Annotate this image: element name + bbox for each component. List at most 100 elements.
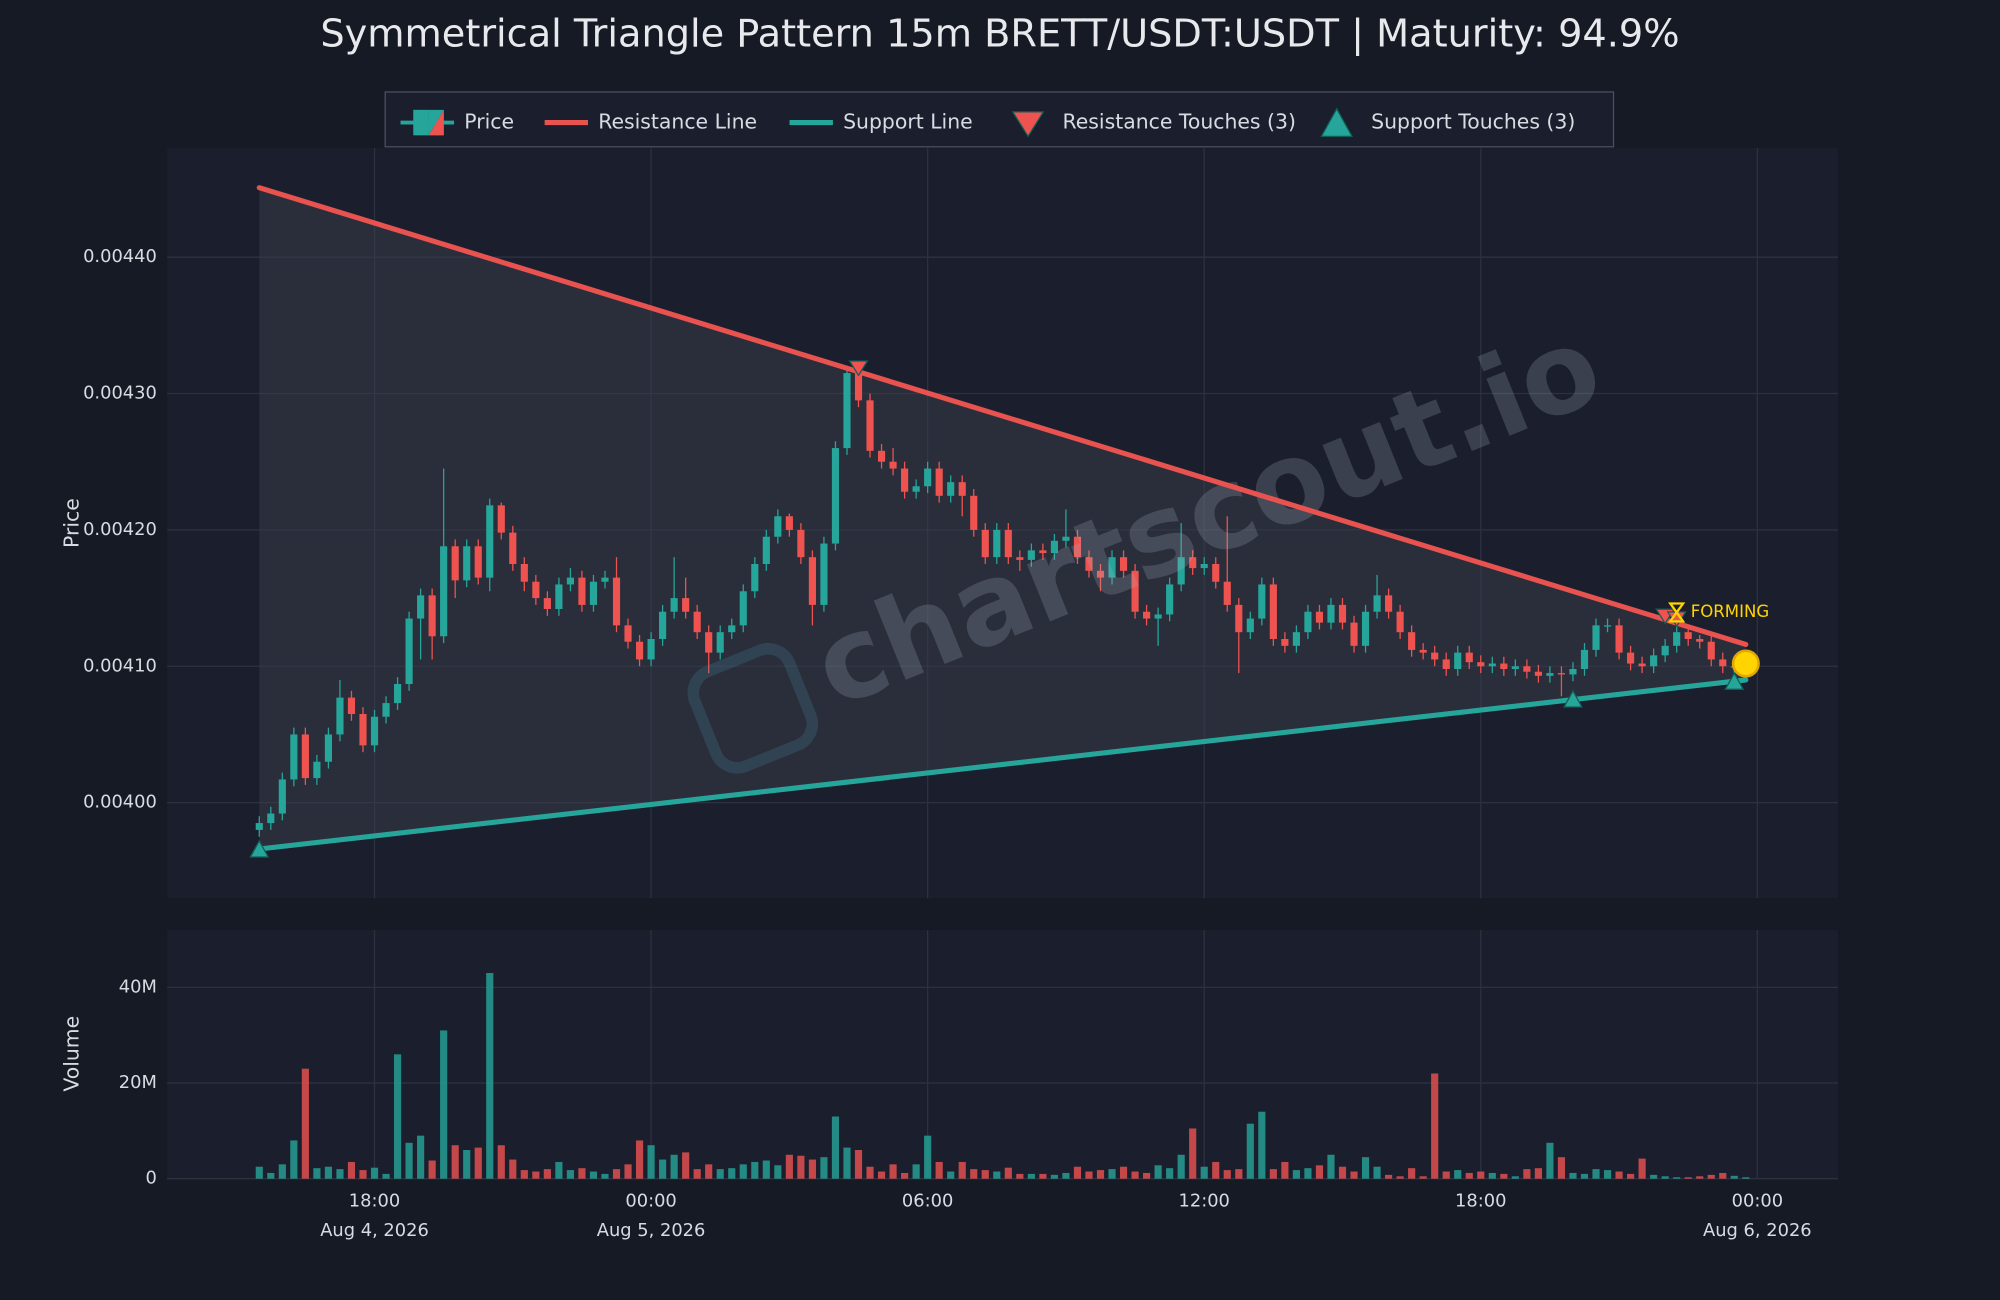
volume-bar <box>1557 1157 1566 1179</box>
candle-body <box>313 761 321 779</box>
volume-bar <box>612 1169 621 1179</box>
legend-icon <box>413 109 429 136</box>
volume-bar <box>1627 1173 1635 1179</box>
touch-marker <box>1724 671 1745 690</box>
volume-bar <box>1073 1166 1082 1179</box>
triangle-area <box>259 187 1746 849</box>
volume-bar <box>1212 1161 1220 1179</box>
candle-body <box>659 611 667 639</box>
candle-body <box>1131 570 1139 612</box>
volume-bar <box>1166 1168 1174 1179</box>
volume-bar <box>1719 1172 1727 1179</box>
candle-body <box>1419 649 1427 653</box>
x-tick-label: 18:00 <box>1455 1191 1506 1212</box>
volume-bar <box>854 1150 863 1179</box>
y-tick-label: 0.00400 <box>83 792 157 813</box>
volume-bar <box>1177 1154 1185 1179</box>
volume-bar <box>255 1166 263 1179</box>
candle-body <box>762 536 770 564</box>
volume-tick-label: 0 <box>146 1168 157 1189</box>
volume-bar <box>647 1145 655 1179</box>
candle-body <box>1223 581 1231 605</box>
volume-bar <box>820 1157 828 1179</box>
candle-body <box>555 584 563 609</box>
candle-body <box>1719 659 1727 667</box>
volume-bar <box>808 1159 816 1179</box>
volume-bar <box>682 1152 690 1179</box>
candle-body <box>993 529 1001 558</box>
legend-label: Resistance Line <box>598 110 757 134</box>
candle-body <box>1062 536 1070 541</box>
volume-bar <box>1673 1177 1681 1179</box>
candles <box>255 366 1750 837</box>
candle-body <box>543 598 551 609</box>
volume-bar <box>1477 1171 1485 1179</box>
volume-bar <box>1292 1170 1300 1179</box>
candle-body <box>958 482 966 496</box>
candle-body <box>808 557 816 605</box>
candle-body <box>578 577 586 605</box>
x-tick-date: Aug 6, 2026 <box>1703 1220 1812 1241</box>
candle-body <box>1488 663 1496 667</box>
candle-body <box>324 734 332 762</box>
candle-body <box>912 486 920 492</box>
volume-bar <box>1119 1166 1128 1179</box>
volume-bar <box>497 1145 505 1179</box>
volume-bar <box>693 1169 701 1179</box>
x-tick-date: Aug 4, 2026 <box>320 1220 429 1241</box>
x-tick-label: 18:00 <box>349 1191 400 1212</box>
candle-body <box>635 641 644 660</box>
candle-body <box>1350 622 1358 646</box>
volume-bar <box>463 1150 471 1179</box>
candle-body <box>1569 668 1577 675</box>
candle-body <box>1511 666 1519 669</box>
candle-body <box>486 505 494 578</box>
candle-body <box>1327 604 1335 623</box>
candle-body <box>739 591 747 626</box>
y-tick-label: 0.00440 <box>83 246 157 267</box>
candle-body <box>566 577 574 585</box>
candle-body <box>1373 595 1381 612</box>
volume-bar <box>739 1164 747 1179</box>
candle-body <box>785 516 793 530</box>
volume-bar <box>1050 1174 1058 1179</box>
candle-body <box>417 595 425 619</box>
volume-bar <box>635 1140 644 1179</box>
candle-body <box>1650 655 1658 667</box>
volume-bar <box>1569 1172 1577 1179</box>
legend: Price Resistance Line Support Line Resistan… <box>384 91 1615 148</box>
volume-bar <box>601 1173 609 1179</box>
candle-body <box>1408 632 1416 650</box>
volume-bar <box>336 1169 344 1179</box>
volume-bar <box>774 1165 782 1179</box>
volume-bar <box>1638 1158 1646 1179</box>
candle-body <box>1523 666 1531 672</box>
candle-body <box>1050 540 1058 554</box>
volume-bar <box>440 1030 448 1179</box>
candle-body <box>1442 659 1450 669</box>
candle-body <box>347 697 356 714</box>
volume-bar <box>1131 1171 1139 1179</box>
candle-body <box>1580 649 1589 669</box>
y-tick-label: 0.00430 <box>83 383 157 404</box>
volume-bar <box>417 1135 425 1179</box>
volume-bar <box>1684 1177 1692 1179</box>
volume-bar <box>1258 1111 1266 1179</box>
candle-body <box>267 813 275 824</box>
pattern-line <box>256 185 1749 648</box>
volume-bar <box>267 1172 275 1179</box>
candle-body <box>382 703 390 717</box>
candle-body <box>474 546 482 578</box>
candle-body <box>589 581 598 605</box>
candle-body <box>497 505 505 533</box>
volume-bar <box>970 1169 978 1179</box>
volume-bar <box>1408 1168 1416 1179</box>
volume-bar <box>901 1172 909 1179</box>
volume-bar <box>1580 1173 1589 1179</box>
candle-body <box>405 618 413 684</box>
candle-body <box>1143 611 1151 619</box>
volume-bar <box>1085 1171 1093 1179</box>
volume-bar <box>428 1160 436 1179</box>
volume-bar <box>1096 1170 1105 1179</box>
